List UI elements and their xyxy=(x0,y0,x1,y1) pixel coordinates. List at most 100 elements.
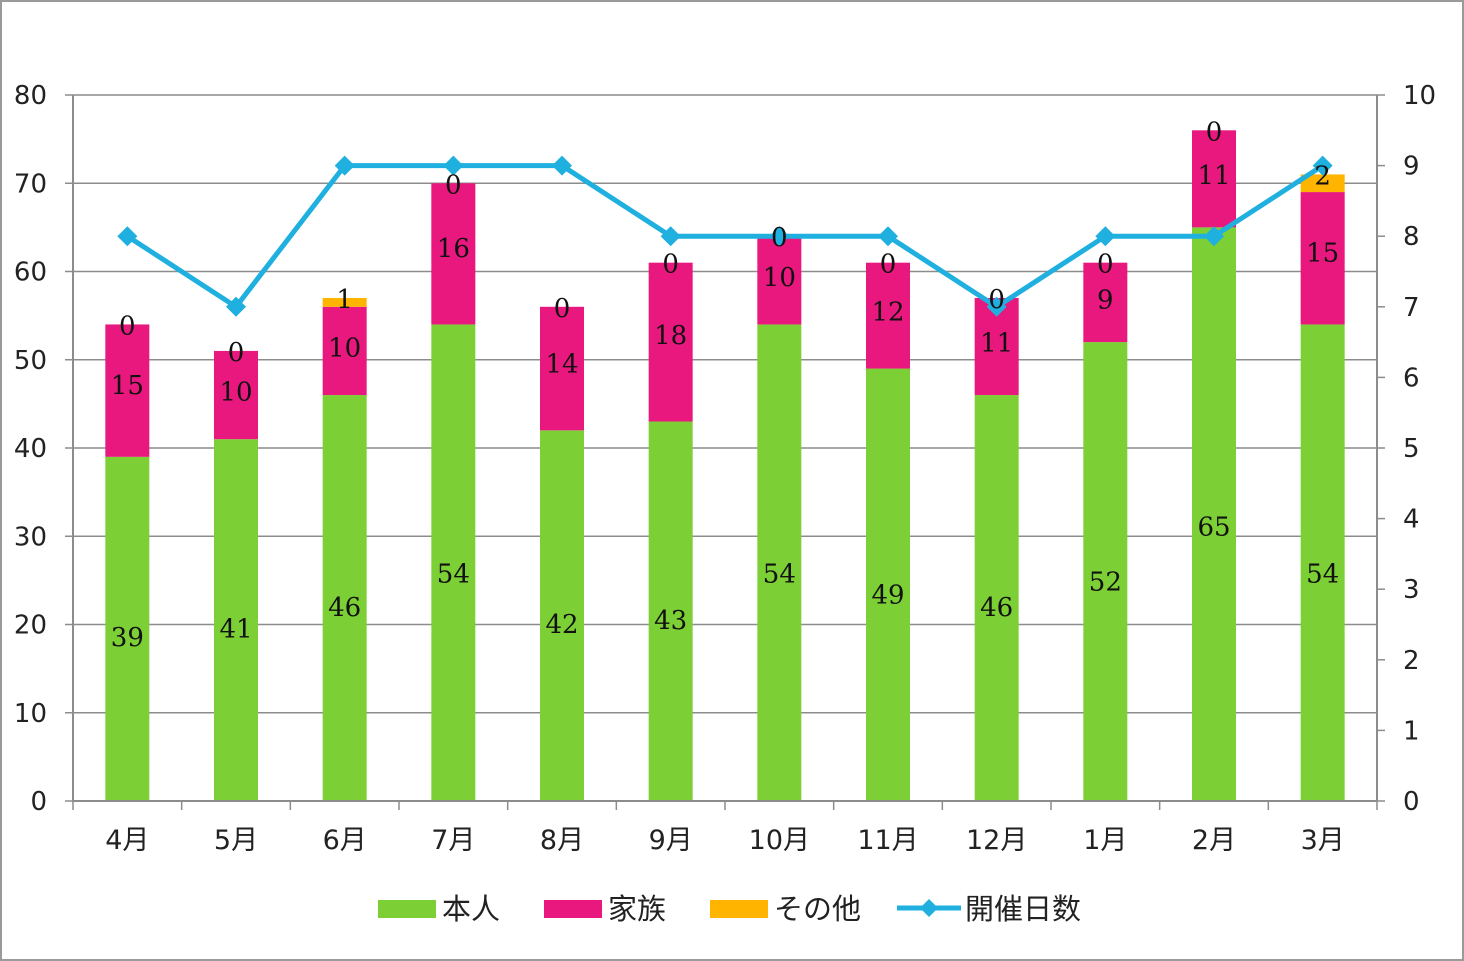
data-label: 42 xyxy=(545,610,578,640)
y2-tick-label: 10 xyxy=(1403,81,1436,111)
bar-segment xyxy=(214,350,258,440)
line-path xyxy=(125,163,1325,310)
bar-segment xyxy=(1300,192,1345,325)
bar-segment xyxy=(431,183,476,325)
data-label: 54 xyxy=(1306,559,1339,589)
line-point xyxy=(1095,226,1116,247)
line-point xyxy=(1312,155,1333,176)
data-label: 0 xyxy=(228,338,245,368)
data-label: 0 xyxy=(771,223,788,253)
data-label: 0 xyxy=(445,170,462,200)
line-point xyxy=(443,155,464,176)
data-label: 11 xyxy=(980,329,1013,359)
bar-segment xyxy=(105,456,150,801)
data-label: 14 xyxy=(545,349,578,379)
data-label: 16 xyxy=(437,234,470,264)
data-label: 0 xyxy=(662,250,679,280)
x-tick-label: 9月 xyxy=(649,825,693,856)
bar-segment xyxy=(540,430,584,801)
bar-segment xyxy=(540,306,584,431)
y-tick-label: 20 xyxy=(14,611,47,641)
bar-segment xyxy=(1083,262,1128,343)
x-tick-label: 10月 xyxy=(749,825,810,856)
data-label: 0 xyxy=(880,250,897,280)
stacked-bars xyxy=(105,130,1345,801)
bar-segment xyxy=(105,324,150,457)
bar-segment xyxy=(1192,227,1236,801)
y2-tick-label: 8 xyxy=(1403,222,1420,252)
gridlines xyxy=(73,94,1377,714)
data-label: 49 xyxy=(871,580,904,610)
bar-segment xyxy=(866,262,910,369)
legend-swatch xyxy=(710,900,768,918)
data-label: 0 xyxy=(1206,117,1223,147)
x-tick-label: 3月 xyxy=(1301,825,1345,856)
y-tick-label: 10 xyxy=(14,699,47,729)
y2-tick-label: 7 xyxy=(1403,293,1420,323)
line-point xyxy=(1204,226,1224,247)
data-label: 52 xyxy=(1089,568,1122,598)
bar-segment xyxy=(648,421,693,801)
y2-tick-label: 9 xyxy=(1403,152,1420,182)
data-label: 41 xyxy=(219,614,252,644)
line-point xyxy=(552,155,572,176)
legend-label: 開催日数 xyxy=(965,892,1081,926)
bar-segment xyxy=(757,324,802,801)
line-point xyxy=(117,226,138,247)
legend-swatch xyxy=(544,900,602,918)
bar-segment xyxy=(214,439,258,801)
x-tick-label: 4月 xyxy=(105,825,149,856)
bar-segment xyxy=(322,297,367,307)
y2-tick-label: 6 xyxy=(1403,363,1420,393)
data-label: 65 xyxy=(1197,513,1230,543)
bar-segment xyxy=(1192,130,1236,228)
y-tick-label: 80 xyxy=(14,81,47,111)
data-label: 11 xyxy=(1197,161,1230,191)
line-point xyxy=(660,226,681,247)
line-point xyxy=(226,296,246,317)
data-label: 0 xyxy=(988,285,1005,315)
bar-segment xyxy=(1300,324,1345,801)
y2-tick-label: 2 xyxy=(1403,646,1420,676)
legend-label: 本人 xyxy=(442,892,500,926)
legend: 本人 家族 その他 開催日数 xyxy=(378,892,1081,926)
x-tick-label: 12月 xyxy=(966,825,1027,856)
y2-tick-label: 5 xyxy=(1403,434,1420,464)
x-tick-label: 2月 xyxy=(1192,825,1236,856)
legend-label: その他 xyxy=(774,892,861,926)
bar-segment xyxy=(648,262,693,422)
x-tick-label: 8月 xyxy=(540,825,584,856)
data-label: 46 xyxy=(980,593,1013,623)
data-label: 43 xyxy=(654,606,687,636)
bar-segment xyxy=(974,395,1019,801)
data-label: 10 xyxy=(763,263,796,293)
bar-segment xyxy=(1300,174,1345,193)
data-label: 0 xyxy=(554,294,571,324)
data-label: 10 xyxy=(328,334,361,364)
data-label: 54 xyxy=(763,559,796,589)
line-point xyxy=(769,226,790,247)
bar-segment xyxy=(322,306,367,396)
line-series xyxy=(117,155,1333,317)
y-tick-label: 40 xyxy=(14,434,47,464)
data-label: 1 xyxy=(336,285,353,315)
data-label: 2 xyxy=(1314,161,1331,191)
bar-segment xyxy=(757,236,802,325)
data-label: 18 xyxy=(654,321,687,351)
y-tick-label: 50 xyxy=(14,346,47,376)
data-label: 0 xyxy=(119,311,136,341)
legend-marker xyxy=(920,899,938,917)
y2-tick-label: 1 xyxy=(1403,716,1420,746)
x-tick-label: 1月 xyxy=(1083,825,1127,856)
legend-label: 家族 xyxy=(608,892,666,926)
line-point xyxy=(334,155,355,176)
y-tick-label: 60 xyxy=(14,258,47,288)
y-tick-label: 70 xyxy=(14,169,47,199)
x-tick-label: 11月 xyxy=(857,825,918,856)
x-tick-label: 6月 xyxy=(323,825,367,856)
y2-tick-label: 4 xyxy=(1403,505,1420,535)
data-label: 15 xyxy=(111,371,144,401)
legend-swatch xyxy=(378,900,436,918)
